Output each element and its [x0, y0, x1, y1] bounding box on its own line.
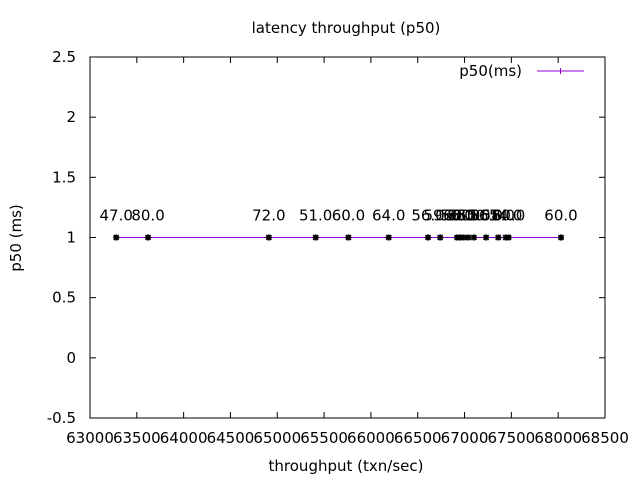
x-tick-label: 67000	[441, 429, 489, 447]
data-point	[505, 234, 512, 241]
data-point	[385, 234, 392, 241]
point-label: 56.0	[469, 207, 502, 225]
y-tick-label: 1	[66, 229, 76, 247]
y-tick-label: 0	[66, 349, 76, 367]
point-marker-d2	[483, 234, 490, 241]
point-marker-d2	[265, 234, 272, 241]
axes: 63000 63500 64000 64500 65000 65500 66000 66500…	[47, 48, 629, 447]
point-label: 60.0	[443, 207, 476, 225]
point-marker-d2	[385, 234, 392, 241]
y-tick-label: -0.5	[47, 409, 76, 427]
y-axis-label: p50 (ms)	[7, 204, 25, 272]
point-label: 56.0	[440, 207, 473, 225]
data-point	[437, 234, 444, 241]
x-tick-label: 63500	[113, 429, 161, 447]
point-label: 51.0	[299, 207, 332, 225]
data-point	[465, 234, 472, 241]
point-label: 60.0	[492, 207, 525, 225]
x-tick-label: 64000	[160, 429, 208, 447]
x-tick-label: 63000	[66, 429, 114, 447]
data-point	[495, 234, 502, 241]
point-label: 54.0	[489, 207, 522, 225]
point-label: 64.0	[372, 207, 405, 225]
x-axis-label: throughput (txn/sec)	[269, 457, 424, 475]
point-marker-d2	[424, 234, 432, 241]
series-layer: 47.080.0 72.0 51.0 60.0 64.0 56.059.056.060.0…	[100, 207, 578, 241]
y-tick-label: 2	[66, 108, 76, 126]
point-marker-d2	[145, 234, 152, 241]
point-marker-d2	[557, 234, 565, 241]
point-label: 59.0	[423, 207, 456, 225]
x-tick-label: 65500	[300, 429, 348, 447]
data-point	[424, 234, 432, 241]
point-label: 58.0	[482, 207, 515, 225]
point-label: 47.0	[100, 207, 133, 225]
point-marker-d2	[113, 234, 120, 241]
point-marker-d2	[465, 234, 472, 241]
point-label: 55.0	[457, 207, 490, 225]
point-marker-d2	[437, 234, 444, 241]
point-marker-d2	[312, 234, 319, 241]
data-point	[345, 234, 352, 241]
chart-title: latency throughput (p50)	[252, 19, 441, 37]
x-tick-label: 68500	[581, 429, 629, 447]
data-point	[145, 234, 152, 241]
data-point	[557, 234, 565, 241]
y-tick-label: 0.5	[52, 289, 76, 307]
legend-label: p50(ms)	[459, 62, 522, 80]
x-tick-label: 67500	[488, 429, 536, 447]
y-tick-label: 2.5	[52, 48, 76, 66]
point-label: 60.0	[544, 207, 577, 225]
point-label: 80.0	[131, 207, 164, 225]
point-label: 56.0	[411, 207, 444, 225]
data-point	[113, 234, 120, 241]
y-tick-label: 1.5	[52, 168, 76, 186]
data-point	[460, 234, 467, 241]
point-label: 58.0	[447, 207, 480, 225]
point-marker-d2	[470, 234, 477, 241]
point-marker-d2	[460, 234, 467, 241]
point-marker-d2	[345, 234, 352, 241]
x-tick-label: 66000	[347, 429, 395, 447]
point-label: 60.0	[452, 207, 485, 225]
data-point	[312, 234, 319, 241]
point-label: 60.0	[332, 207, 365, 225]
point-marker-d2	[495, 234, 502, 241]
point-label: 72.0	[252, 207, 285, 225]
data-point	[483, 234, 490, 241]
x-tick-label: 64500	[207, 429, 255, 447]
legend: p50(ms)	[459, 62, 584, 80]
data-point	[470, 234, 477, 241]
x-tick-label: 68000	[534, 429, 582, 447]
x-tick-label: 65000	[253, 429, 301, 447]
data-point	[265, 234, 272, 241]
x-tick-label: 66500	[394, 429, 442, 447]
point-marker-d2	[505, 234, 512, 241]
